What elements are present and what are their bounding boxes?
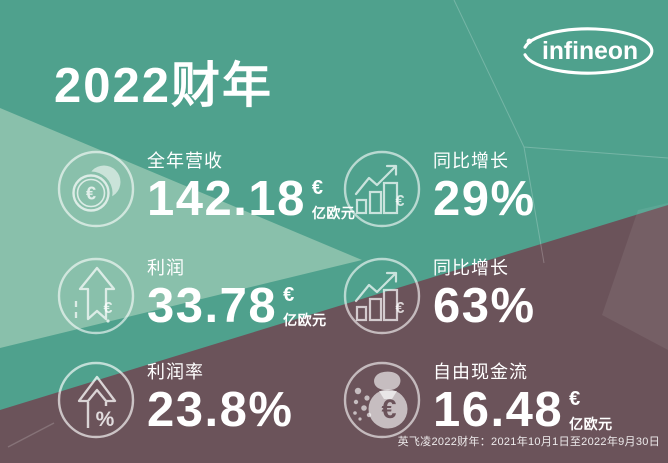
unit-text: 亿欧元 bbox=[569, 415, 613, 432]
stat-units: € 亿欧元 bbox=[312, 178, 356, 222]
stat-value: 142.18 bbox=[147, 172, 306, 227]
stat-margin: % 利润率 23.8% bbox=[56, 360, 293, 440]
stat-units: € 亿欧元 bbox=[569, 389, 613, 433]
stat-label: 利润率 bbox=[147, 362, 204, 382]
euro-symbol: € bbox=[311, 176, 323, 199]
svg-text:%: % bbox=[96, 408, 115, 431]
unit-text: 亿欧元 bbox=[283, 311, 327, 328]
logo-text: infineon bbox=[542, 38, 638, 65]
stat-label: 同比增长 bbox=[433, 258, 509, 278]
euro-symbol: € bbox=[283, 283, 295, 306]
stat-profit-growth: € 同比增长 63% bbox=[342, 256, 536, 336]
arrow-up-euro-icon: € bbox=[57, 257, 135, 335]
stat-value: 33.78 bbox=[147, 279, 278, 334]
infineon-logo: infineon bbox=[523, 27, 654, 75]
coins-icon: € bbox=[57, 150, 135, 228]
unit-text: 亿欧元 bbox=[311, 204, 356, 221]
logo-swoosh-icon bbox=[523, 27, 654, 75]
euro-symbol: € bbox=[569, 387, 581, 410]
fiscal-year-note: 英飞凌2022财年：2021年10月1日至2022年9月30日 bbox=[397, 436, 660, 448]
stat-value: 29% bbox=[433, 171, 536, 226]
money-bag-icon: € bbox=[343, 361, 421, 439]
stat-free-cash-flow: € 自由现金流 16.48 € bbox=[342, 360, 613, 440]
growth-chart-icon: € bbox=[343, 150, 421, 228]
arrow-up-percent-icon: % bbox=[57, 361, 135, 439]
svg-text:€: € bbox=[396, 193, 405, 210]
stat-value: 63% bbox=[433, 278, 536, 333]
stat-units: € 亿欧元 bbox=[283, 285, 327, 329]
growth-chart-icon: € bbox=[343, 257, 421, 335]
stat-label: 自由现金流 bbox=[433, 362, 528, 382]
stat-label: 同比增长 bbox=[433, 151, 509, 171]
page-title: 2022财年 bbox=[54, 59, 274, 113]
stat-profit: € 利润 33.78 € 亿欧元 bbox=[56, 256, 327, 336]
svg-text:€: € bbox=[396, 300, 405, 317]
logo-dot-icon bbox=[526, 38, 532, 44]
stat-revenue: € 全年营收 142.18 € 亿欧元 bbox=[56, 149, 355, 229]
svg-text:€: € bbox=[86, 184, 96, 204]
stat-label: 利润 bbox=[147, 258, 185, 278]
stat-label: 全年营收 bbox=[147, 151, 223, 171]
stat-value: 16.48 bbox=[433, 383, 564, 438]
svg-text:€: € bbox=[104, 300, 113, 317]
stat-value: 23.8% bbox=[147, 382, 294, 437]
stat-revenue-growth: € 同比增长 29% bbox=[342, 149, 536, 229]
